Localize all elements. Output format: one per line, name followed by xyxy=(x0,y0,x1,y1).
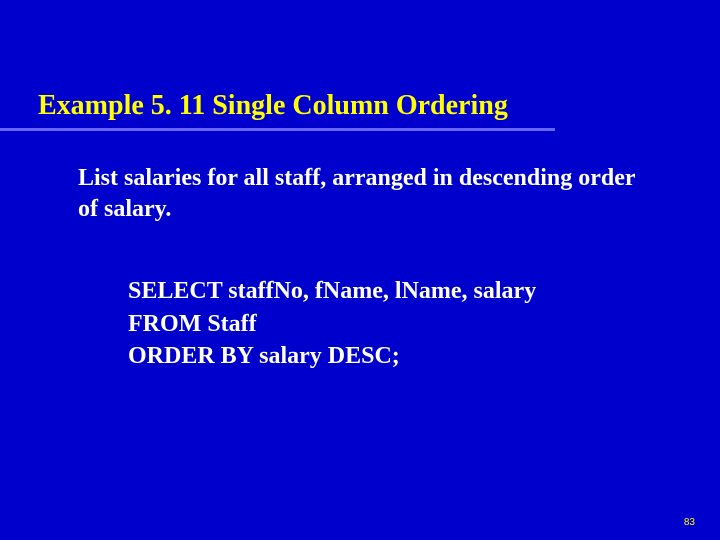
code-line-2: FROM Staff xyxy=(128,308,640,340)
slide-container: Example 5. 11 Single Column Ordering Lis… xyxy=(0,0,720,540)
description-text: List salaries for all staff, arranged in… xyxy=(78,163,640,225)
page-number: 83 xyxy=(684,517,695,528)
code-line-1: SELECT staffNo, fName, lName, salary xyxy=(128,275,640,307)
code-line-3: ORDER BY salary DESC; xyxy=(128,340,640,372)
sql-code-block: SELECT staffNo, fName, lName, salary FRO… xyxy=(78,275,640,372)
slide-content: List salaries for all staff, arranged in… xyxy=(0,131,720,373)
slide-title: Example 5. 11 Single Column Ordering xyxy=(0,0,720,128)
